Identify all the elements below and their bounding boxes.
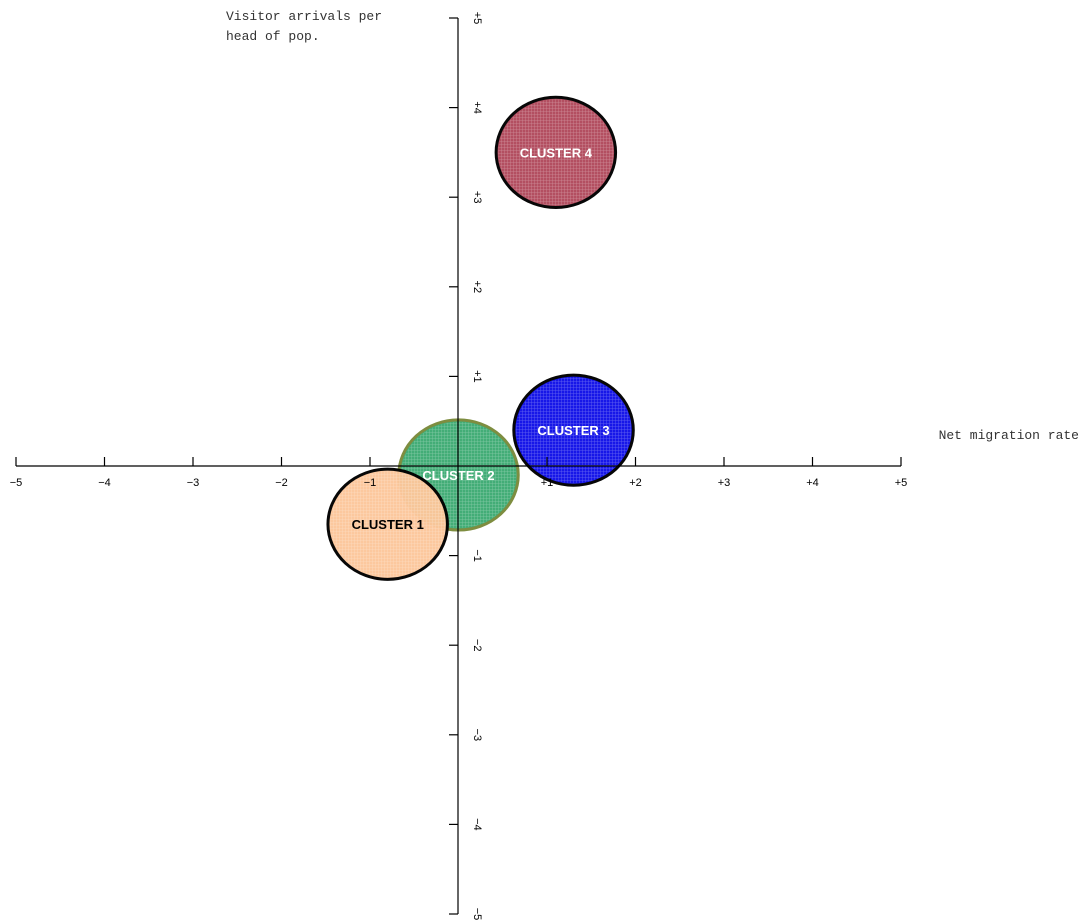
y-tick-label: −4 <box>471 818 483 831</box>
x-tick-label: +4 <box>806 477 819 489</box>
y-tick-label: −3 <box>471 729 483 742</box>
y-axis-title-line-1: Visitor arrivals per <box>226 9 382 24</box>
cluster-texture <box>498 99 614 206</box>
x-tick-label: −1 <box>364 477 377 489</box>
x-tick-label: +2 <box>629 477 642 489</box>
y-tick-label: +1 <box>471 370 483 383</box>
y-tick-label: +5 <box>471 12 483 25</box>
x-tick-label: +3 <box>718 477 731 489</box>
y-tick-label: −2 <box>471 639 483 652</box>
cluster-1-bubble: CLUSTER 1 <box>326 467 449 581</box>
cluster-label: CLUSTER 4 <box>520 145 593 160</box>
y-tick-label: −5 <box>471 908 483 921</box>
x-tick-label: +1 <box>541 477 554 489</box>
y-axis-title-line-2: head of pop. <box>226 29 320 44</box>
cluster-texture <box>515 377 632 484</box>
x-tick-label: +5 <box>895 477 908 489</box>
cluster-label: CLUSTER 1 <box>352 517 424 532</box>
y-tick-label: −1 <box>471 549 483 562</box>
cluster-label: CLUSTER 3 <box>537 423 609 438</box>
x-tick-label: −3 <box>187 477 200 489</box>
x-axis-title: Net migration rate <box>939 428 1079 443</box>
y-tick-label: +3 <box>471 191 483 204</box>
x-tick-label: −2 <box>275 477 288 489</box>
x-tick-label: −5 <box>10 477 23 489</box>
y-tick-label: +4 <box>471 101 483 114</box>
cluster-3-bubble: CLUSTER 3 <box>512 373 635 487</box>
y-tick-label: +2 <box>471 281 483 294</box>
cluster-texture <box>329 471 446 578</box>
cluster-4-bubble: CLUSTER 4 <box>494 95 618 209</box>
x-tick-label: −4 <box>98 477 111 489</box>
